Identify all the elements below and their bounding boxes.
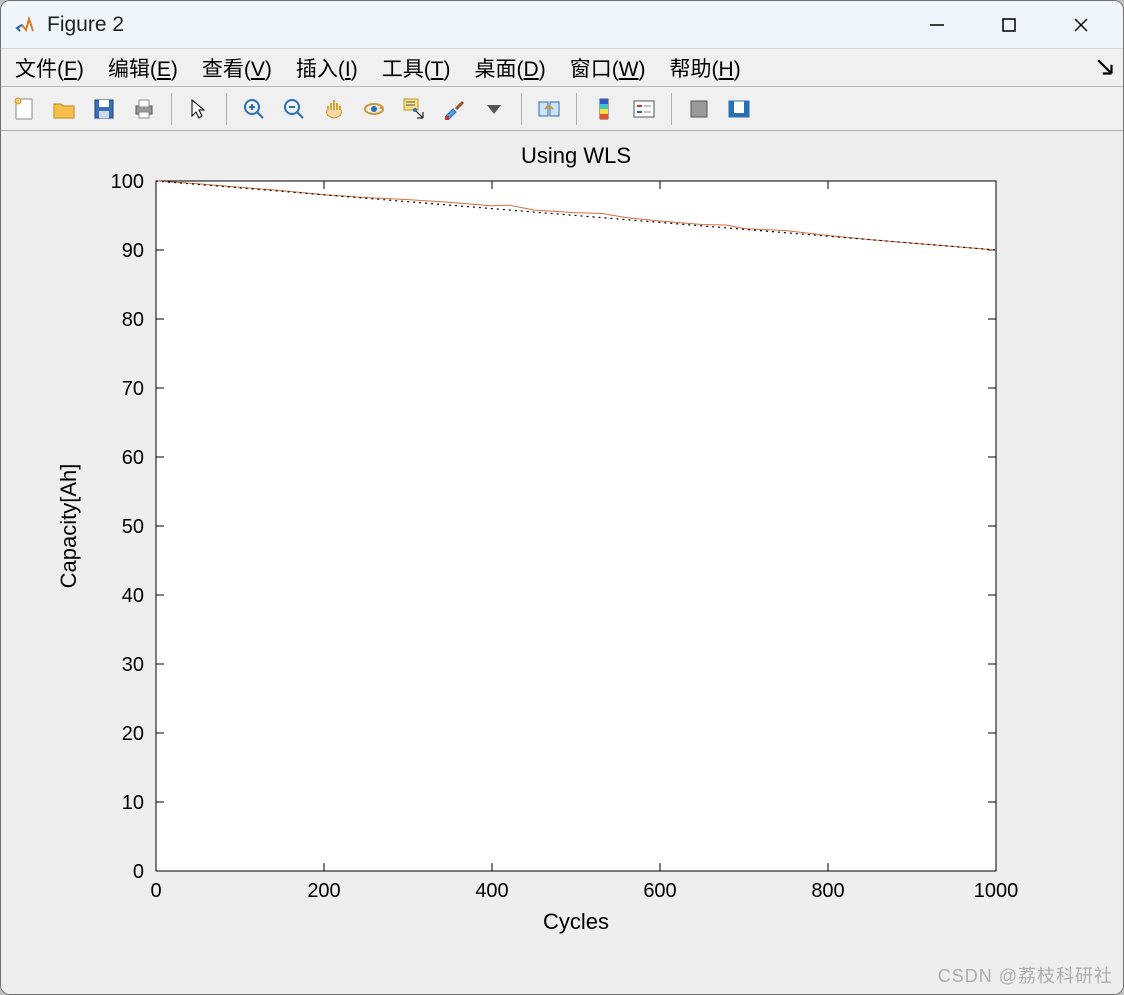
menu-item-t[interactable]: 工具(T): [374, 51, 459, 85]
menubar: 文件(F)编辑(E)查看(V)插入(I)工具(T)桌面(D)窗口(W)帮助(H): [1, 49, 1123, 87]
menu-item-e[interactable]: 编辑(E): [100, 51, 186, 85]
chart: 0 200 400 600 800 1000 0 10 20 30 40 50 60 70 80 90 100 U…: [1, 131, 1123, 991]
plot-area: 0 200 400 600 800 1000 0 10 20 30 40 50 60 70 80 90 100 U…: [1, 131, 1123, 994]
menu-item-w[interactable]: 窗口(W): [562, 51, 654, 85]
hide-plot-tools-button[interactable]: [680, 91, 718, 127]
dropdown-button[interactable]: [475, 91, 513, 127]
menu-item-v[interactable]: 查看(V): [194, 51, 280, 85]
maximize-button[interactable]: [973, 3, 1045, 47]
y-tick-label: 40: [122, 585, 144, 607]
figure-window: Figure 2 文件(F)编辑(E)查看(V)插入(I)工具(T)桌面(D)窗…: [0, 0, 1124, 995]
menu-item-d[interactable]: 桌面(D): [467, 51, 554, 85]
pointer-button[interactable]: [180, 91, 218, 127]
x-tick-label: 600: [643, 880, 676, 902]
x-tick-label: 400: [475, 880, 508, 902]
titlebar: Figure 2: [1, 1, 1123, 49]
data-cursor-button[interactable]: [395, 91, 433, 127]
x-tick-label: 0: [150, 880, 161, 902]
toolbar-separator: [171, 93, 172, 125]
y-tick-label: 50: [122, 516, 144, 538]
y-tick-label: 90: [122, 240, 144, 262]
y-tick-label: 60: [122, 447, 144, 469]
y-tick-label: 0: [133, 861, 144, 883]
dock-icon[interactable]: [1095, 57, 1117, 79]
legend-button[interactable]: [625, 91, 663, 127]
print-button[interactable]: [125, 91, 163, 127]
chart-title: Using WLS: [521, 143, 631, 168]
menu-item-i[interactable]: 插入(I): [288, 51, 366, 85]
brush-button[interactable]: [435, 91, 473, 127]
save-button[interactable]: [85, 91, 123, 127]
y-tick-label: 10: [122, 792, 144, 814]
y-tick-label: 100: [111, 171, 144, 193]
show-plot-tools-button[interactable]: [720, 91, 758, 127]
minimize-button[interactable]: [901, 3, 973, 47]
axes-box: [156, 181, 996, 871]
open-button[interactable]: [45, 91, 83, 127]
toolbar-separator: [671, 93, 672, 125]
close-button[interactable]: [1045, 3, 1117, 47]
x-tick-label: 800: [811, 880, 844, 902]
x-tick-label: 1000: [974, 880, 1019, 902]
menu-item-h[interactable]: 帮助(H): [662, 51, 749, 85]
y-tick-label: 30: [122, 654, 144, 676]
x-tick-label: 200: [307, 880, 340, 902]
zoom-out-button[interactable]: [275, 91, 313, 127]
y-tick-label: 70: [122, 378, 144, 400]
toolbar-separator: [226, 93, 227, 125]
matlab-icon: [13, 13, 37, 37]
y-tick-label: 20: [122, 723, 144, 745]
y-tick-label: 80: [122, 309, 144, 331]
colorbar-button[interactable]: [585, 91, 623, 127]
window-title: Figure 2: [47, 13, 124, 37]
toolbar-separator: [576, 93, 577, 125]
toolbar-separator: [521, 93, 522, 125]
pan-button[interactable]: [315, 91, 353, 127]
link-plot-button[interactable]: [530, 91, 568, 127]
zoom-in-button[interactable]: [235, 91, 273, 127]
menu-item-f[interactable]: 文件(F): [7, 51, 92, 85]
rotate-3d-button[interactable]: [355, 91, 393, 127]
toolbar: [1, 87, 1123, 131]
new-figure-button[interactable]: [5, 91, 43, 127]
x-axis-label: Cycles: [543, 909, 609, 934]
y-axis-label: Capacity[Ah]: [56, 464, 81, 589]
